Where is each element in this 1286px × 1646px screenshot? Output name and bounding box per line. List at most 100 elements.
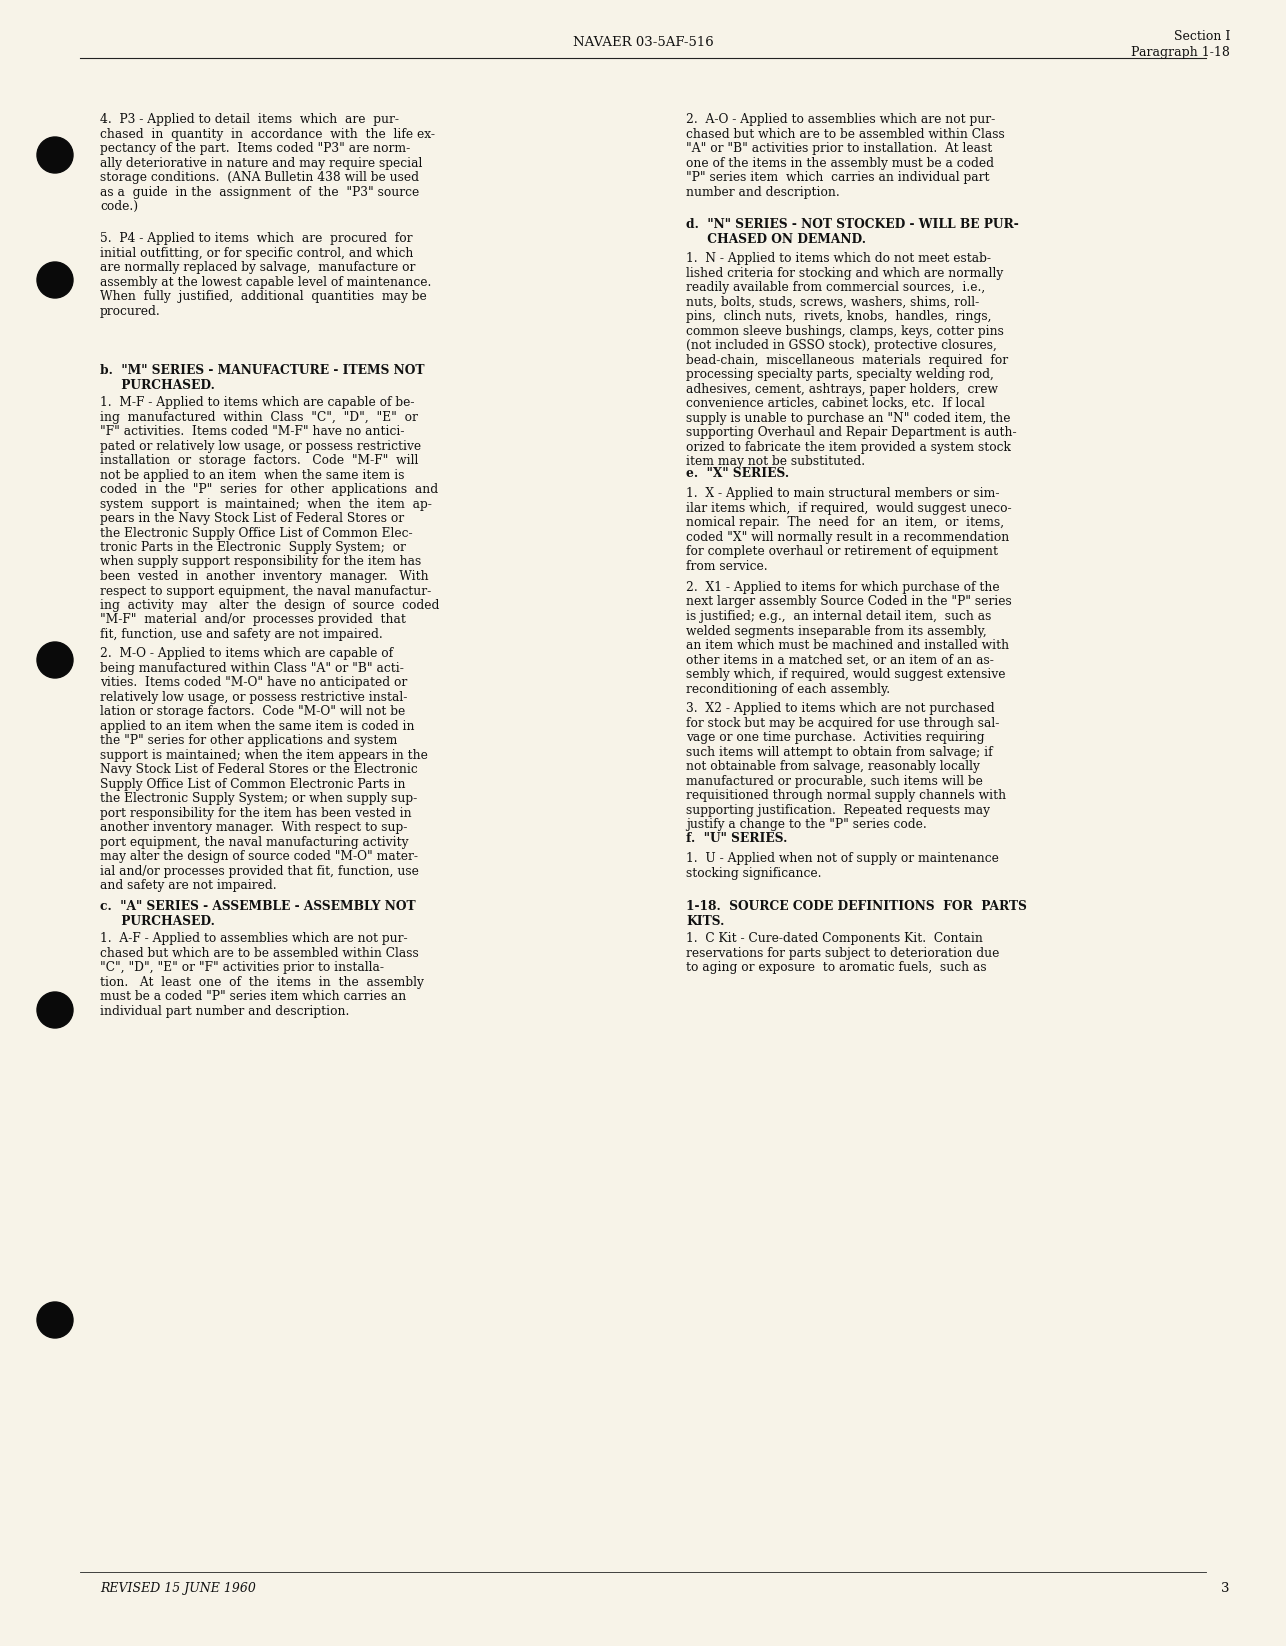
Text: common sleeve bushings, clamps, keys, cotter pins: common sleeve bushings, clamps, keys, co… — [685, 324, 1004, 337]
Text: justify a change to the "P" series code.: justify a change to the "P" series code. — [685, 818, 927, 831]
Text: is justified; e.g.,  an internal detail item,  such as: is justified; e.g., an internal detail i… — [685, 611, 992, 622]
Text: are normally replaced by salvage,  manufacture or: are normally replaced by salvage, manufa… — [100, 262, 415, 273]
Text: been  vested  in  another  inventory  manager.   With: been vested in another inventory manager… — [100, 570, 428, 583]
Text: b.  "M" SERIES - MANUFACTURE - ITEMS NOT: b. "M" SERIES - MANUFACTURE - ITEMS NOT — [100, 364, 424, 377]
Text: being manufactured within Class "A" or "B" acti-: being manufactured within Class "A" or "… — [100, 662, 404, 675]
Text: the Electronic Supply Office List of Common Elec-: the Electronic Supply Office List of Com… — [100, 527, 413, 540]
Text: respect to support equipment, the naval manufactur-: respect to support equipment, the naval … — [100, 584, 431, 597]
Text: "P" series item  which  carries an individual part: "P" series item which carries an individ… — [685, 171, 989, 184]
Text: chased but which are to be assembled within Class: chased but which are to be assembled wit… — [685, 127, 1004, 140]
Text: adhesives, cement, ashtrays, paper holders,  crew: adhesives, cement, ashtrays, paper holde… — [685, 382, 998, 395]
Text: sembly which, if required, would suggest extensive: sembly which, if required, would suggest… — [685, 668, 1006, 681]
Text: ing  activity  may   alter  the  design  of  source  coded: ing activity may alter the design of sou… — [100, 599, 440, 612]
Text: reservations for parts subject to deterioration due: reservations for parts subject to deteri… — [685, 946, 999, 960]
Text: chased  in  quantity  in  accordance  with  the  life ex-: chased in quantity in accordance with th… — [100, 127, 435, 140]
Text: PURCHASED.: PURCHASED. — [100, 915, 215, 927]
Text: applied to an item when the same item is coded in: applied to an item when the same item is… — [100, 719, 414, 732]
Circle shape — [37, 1302, 73, 1338]
Text: 3: 3 — [1222, 1582, 1229, 1595]
Text: Paragraph 1-18: Paragraph 1-18 — [1132, 46, 1229, 59]
Text: orized to fabricate the item provided a system stock: orized to fabricate the item provided a … — [685, 441, 1011, 454]
Circle shape — [37, 993, 73, 1029]
Text: pated or relatively low usage, or possess restrictive: pated or relatively low usage, or posses… — [100, 439, 421, 453]
Text: pectancy of the part.  Items coded "P3" are norm-: pectancy of the part. Items coded "P3" a… — [100, 142, 410, 155]
Text: pears in the Navy Stock List of Federal Stores or: pears in the Navy Stock List of Federal … — [100, 512, 404, 525]
Text: supporting Overhaul and Repair Department is auth-: supporting Overhaul and Repair Departmen… — [685, 426, 1017, 439]
Text: 1.  A-F - Applied to assemblies which are not pur-: 1. A-F - Applied to assemblies which are… — [100, 932, 408, 945]
Text: convenience articles, cabinet locks, etc.  If local: convenience articles, cabinet locks, etc… — [685, 397, 985, 410]
Text: 4.  P3 - Applied to detail  items  which  are  pur-: 4. P3 - Applied to detail items which ar… — [100, 114, 399, 127]
Text: Supply Office List of Common Electronic Parts in: Supply Office List of Common Electronic … — [100, 777, 405, 790]
Text: number and description.: number and description. — [685, 186, 840, 199]
Text: 1.  M-F - Applied to items which are capable of be-: 1. M-F - Applied to items which are capa… — [100, 397, 414, 408]
Text: assembly at the lowest capable level of maintenance.: assembly at the lowest capable level of … — [100, 275, 431, 288]
Text: fit, function, use and safety are not impaired.: fit, function, use and safety are not im… — [100, 629, 383, 640]
Text: coded "X" will normally result in a recommendation: coded "X" will normally result in a reco… — [685, 530, 1010, 543]
Text: NAVAER 03-5AF-516: NAVAER 03-5AF-516 — [572, 36, 714, 48]
Text: (not included in GSSO stock), protective closures,: (not included in GSSO stock), protective… — [685, 339, 997, 352]
Text: "A" or "B" activities prior to installation.  At least: "A" or "B" activities prior to installat… — [685, 142, 993, 155]
Text: bead-chain,  miscellaneous  materials  required  for: bead-chain, miscellaneous materials requ… — [685, 354, 1008, 367]
Text: d.  "N" SERIES - NOT STOCKED - WILL BE PUR-: d. "N" SERIES - NOT STOCKED - WILL BE PU… — [685, 217, 1019, 230]
Text: PURCHASED.: PURCHASED. — [100, 379, 215, 392]
Text: 1-18.  SOURCE CODE DEFINITIONS  FOR  PARTS: 1-18. SOURCE CODE DEFINITIONS FOR PARTS — [685, 900, 1028, 914]
Text: relatively low usage, or possess restrictive instal-: relatively low usage, or possess restric… — [100, 691, 408, 703]
Text: to aging or exposure  to aromatic fuels,  such as: to aging or exposure to aromatic fuels, … — [685, 961, 986, 974]
Text: pins,  clinch nuts,  rivets, knobs,  handles,  rings,: pins, clinch nuts, rivets, knobs, handle… — [685, 309, 992, 323]
Text: vities.  Items coded "M-O" have no anticipated or: vities. Items coded "M-O" have no antici… — [100, 677, 408, 690]
Text: 1.  U - Applied when not of supply or maintenance: 1. U - Applied when not of supply or mai… — [685, 853, 999, 866]
Text: readily available from commercial sources,  i.e.,: readily available from commercial source… — [685, 281, 985, 295]
Text: nomical repair.  The  need  for  an  item,  or  items,: nomical repair. The need for an item, or… — [685, 515, 1004, 528]
Text: 1.  N - Applied to items which do not meet estab-: 1. N - Applied to items which do not mee… — [685, 252, 992, 265]
Text: system  support  is  maintained;  when  the  item  ap-: system support is maintained; when the i… — [100, 497, 432, 510]
Text: 2.  A-O - Applied to assemblies which are not pur-: 2. A-O - Applied to assemblies which are… — [685, 114, 995, 127]
Text: the Electronic Supply System; or when supply sup-: the Electronic Supply System; or when su… — [100, 792, 417, 805]
Text: processing specialty parts, specialty welding rod,: processing specialty parts, specialty we… — [685, 369, 994, 380]
Text: 2.  X1 - Applied to items for which purchase of the: 2. X1 - Applied to items for which purch… — [685, 581, 999, 594]
Text: for complete overhaul or retirement of equipment: for complete overhaul or retirement of e… — [685, 545, 998, 558]
Text: ing  manufactured  within  Class  "C",  "D",  "E"  or: ing manufactured within Class "C", "D", … — [100, 410, 418, 423]
Text: must be a coded "P" series item which carries an: must be a coded "P" series item which ca… — [100, 989, 406, 1002]
Text: as a  guide  in the  assignment  of  the  "P3" source: as a guide in the assignment of the "P3"… — [100, 186, 419, 199]
Text: f.  "U" SERIES.: f. "U" SERIES. — [685, 831, 787, 844]
Text: chased but which are to be assembled within Class: chased but which are to be assembled wit… — [100, 946, 419, 960]
Text: welded segments inseparable from its assembly,: welded segments inseparable from its ass… — [685, 624, 986, 637]
Text: coded  in  the  "P"  series  for  other  applications  and: coded in the "P" series for other applic… — [100, 482, 439, 495]
Text: tion.   At  least  one  of  the  items  in  the  assembly: tion. At least one of the items in the a… — [100, 976, 424, 989]
Text: lation or storage factors.  Code "M-O" will not be: lation or storage factors. Code "M-O" wi… — [100, 704, 405, 718]
Circle shape — [37, 262, 73, 298]
Text: 5.  P4 - Applied to items  which  are  procured  for: 5. P4 - Applied to items which are procu… — [100, 232, 413, 245]
Circle shape — [37, 137, 73, 173]
Text: an item which must be machined and installed with: an item which must be machined and insta… — [685, 639, 1010, 652]
Text: supporting justification.  Repeated requests may: supporting justification. Repeated reque… — [685, 803, 990, 816]
Text: such items will attempt to obtain from salvage; if: such items will attempt to obtain from s… — [685, 746, 993, 759]
Text: supply is unable to purchase an "N" coded item, the: supply is unable to purchase an "N" code… — [685, 412, 1011, 425]
Text: support is maintained; when the item appears in the: support is maintained; when the item app… — [100, 749, 428, 762]
Text: ial and/or processes provided that fit, function, use: ial and/or processes provided that fit, … — [100, 864, 419, 877]
Text: c.  "A" SERIES - ASSEMBLE - ASSEMBLY NOT: c. "A" SERIES - ASSEMBLE - ASSEMBLY NOT — [100, 900, 415, 914]
Text: Navy Stock List of Federal Stores or the Electronic: Navy Stock List of Federal Stores or the… — [100, 764, 418, 775]
Text: lished criteria for stocking and which are normally: lished criteria for stocking and which a… — [685, 267, 1003, 280]
Text: reconditioning of each assembly.: reconditioning of each assembly. — [685, 683, 890, 696]
Text: KITS.: KITS. — [685, 915, 724, 927]
Text: "F" activities.  Items coded "M-F" have no antici-: "F" activities. Items coded "M-F" have n… — [100, 425, 405, 438]
Text: e.  "X" SERIES.: e. "X" SERIES. — [685, 467, 790, 481]
Text: "C", "D", "E" or "F" activities prior to installa-: "C", "D", "E" or "F" activities prior to… — [100, 961, 385, 974]
Text: requisitioned through normal supply channels with: requisitioned through normal supply chan… — [685, 788, 1006, 802]
Text: not be applied to an item  when the same item is: not be applied to an item when the same … — [100, 469, 405, 482]
Text: initial outfitting, or for specific control, and which: initial outfitting, or for specific cont… — [100, 247, 413, 260]
Text: "M-F"  material  and/or  processes provided  that: "M-F" material and/or processes provided… — [100, 614, 406, 627]
Text: other items in a matched set, or an item of an as-: other items in a matched set, or an item… — [685, 653, 994, 667]
Text: when supply support responsibility for the item has: when supply support responsibility for t… — [100, 555, 422, 568]
Circle shape — [37, 642, 73, 678]
Text: nuts, bolts, studs, screws, washers, shims, roll-: nuts, bolts, studs, screws, washers, shi… — [685, 296, 979, 308]
Text: may alter the design of source coded "M-O" mater-: may alter the design of source coded "M-… — [100, 849, 418, 863]
Text: 2.  M-O - Applied to items which are capable of: 2. M-O - Applied to items which are capa… — [100, 647, 394, 660]
Text: and safety are not impaired.: and safety are not impaired. — [100, 879, 276, 892]
Text: item may not be substituted.: item may not be substituted. — [685, 454, 865, 467]
Text: When  fully  justified,  additional  quantities  may be: When fully justified, additional quantit… — [100, 290, 427, 303]
Text: tronic Parts in the Electronic  Supply System;  or: tronic Parts in the Electronic Supply Sy… — [100, 542, 406, 555]
Text: vage or one time purchase.  Activities requiring: vage or one time purchase. Activities re… — [685, 731, 985, 744]
Text: for stock but may be acquired for use through sal-: for stock but may be acquired for use th… — [685, 716, 999, 729]
Text: the "P" series for other applications and system: the "P" series for other applications an… — [100, 734, 397, 747]
